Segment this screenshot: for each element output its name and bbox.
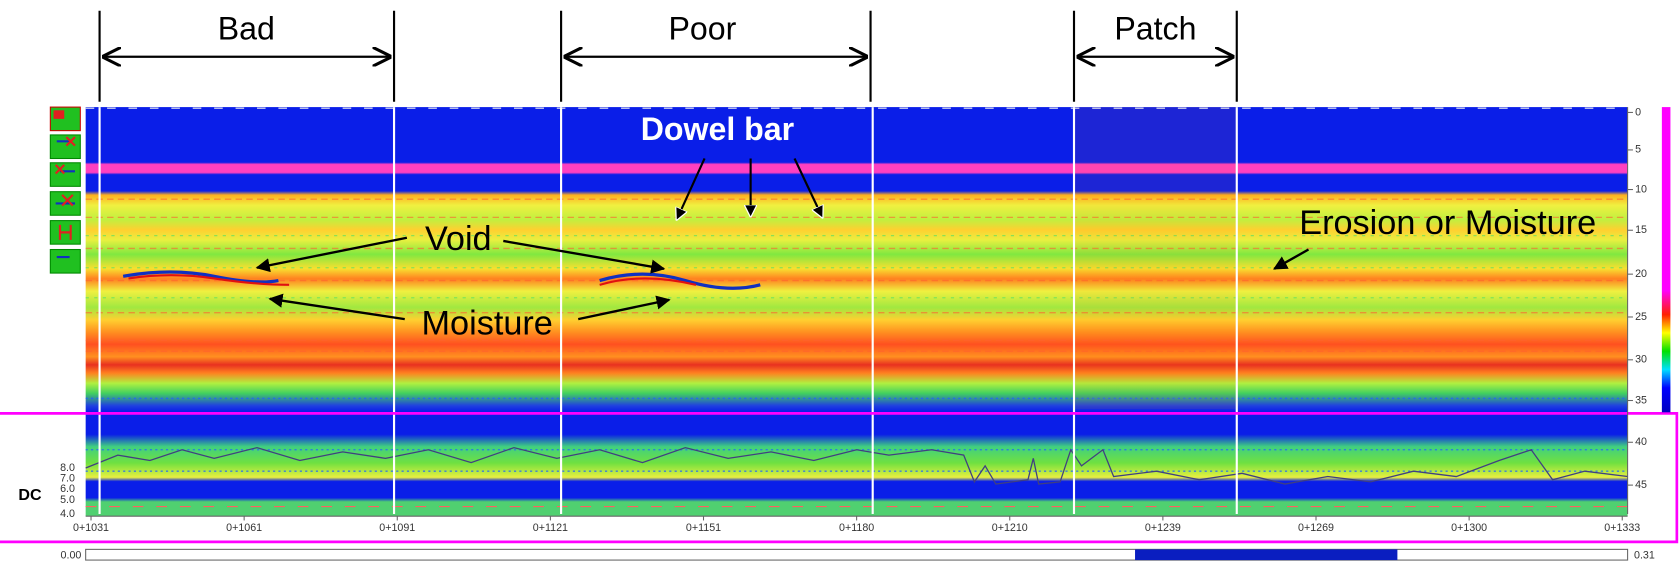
- distance-tick-label: 0+1151: [686, 522, 721, 534]
- tool-button[interactable]: [50, 250, 80, 274]
- distance-tick-label: 0+1061: [226, 522, 262, 534]
- moisture-label: Moisture: [422, 305, 553, 343]
- distance-tick-label: 0+1180: [839, 522, 874, 534]
- dc-label: DC: [18, 486, 42, 504]
- distance-tick-label: 0+1333: [1604, 522, 1640, 534]
- distance-tick-label: 0+1300: [1451, 522, 1487, 534]
- void-label: Void: [425, 220, 492, 258]
- distance-tick-label: 0+1269: [1298, 522, 1334, 534]
- section-label: Poor: [669, 11, 737, 47]
- tool-button[interactable]: [50, 135, 80, 159]
- distance-tick-label: 0+1031: [73, 522, 109, 534]
- depth-tick-label: 45: [1635, 479, 1647, 491]
- scroll-end: 0.31: [1634, 550, 1655, 562]
- section-label: Bad: [218, 11, 275, 47]
- erosion-label: Erosion or Moisture: [1299, 204, 1596, 242]
- color-bar: [1662, 107, 1671, 412]
- distance-tick-label: 0+1121: [533, 522, 568, 534]
- tool-button[interactable]: [50, 163, 80, 187]
- depth-tick-label: 15: [1635, 224, 1647, 236]
- toolbar: [50, 107, 80, 273]
- depth-tick-label: 40: [1635, 436, 1647, 448]
- depth-tick-label: 10: [1635, 183, 1647, 195]
- dc-tick-label: 5.0: [60, 494, 75, 506]
- distance-tick-label: 0+1091: [379, 522, 415, 534]
- scrollbar-thumb[interactable]: [1135, 549, 1397, 560]
- depth-tick-label: 20: [1635, 268, 1647, 280]
- distance-tick-label: 0+1239: [1145, 522, 1181, 534]
- section-label: Patch: [1114, 11, 1196, 47]
- depth-tick-label: 35: [1635, 394, 1647, 406]
- radargram: [86, 107, 1628, 516]
- dc-tick-label: 4.0: [60, 508, 75, 520]
- distance-tick-label: 0+1210: [992, 522, 1028, 534]
- depth-tick-label: 25: [1635, 311, 1647, 323]
- scroll-start: 0.00: [61, 550, 82, 562]
- depth-tick-label: 0: [1635, 106, 1641, 118]
- dowel-bar-label: Dowel bar: [641, 111, 795, 147]
- depth-tick-label: 30: [1635, 354, 1647, 366]
- depth-tick-label: 5: [1635, 144, 1641, 156]
- radargram-screen: Bad Poor Patch Dowel bar Void Moisture Erosion…: [0, 0, 1679, 565]
